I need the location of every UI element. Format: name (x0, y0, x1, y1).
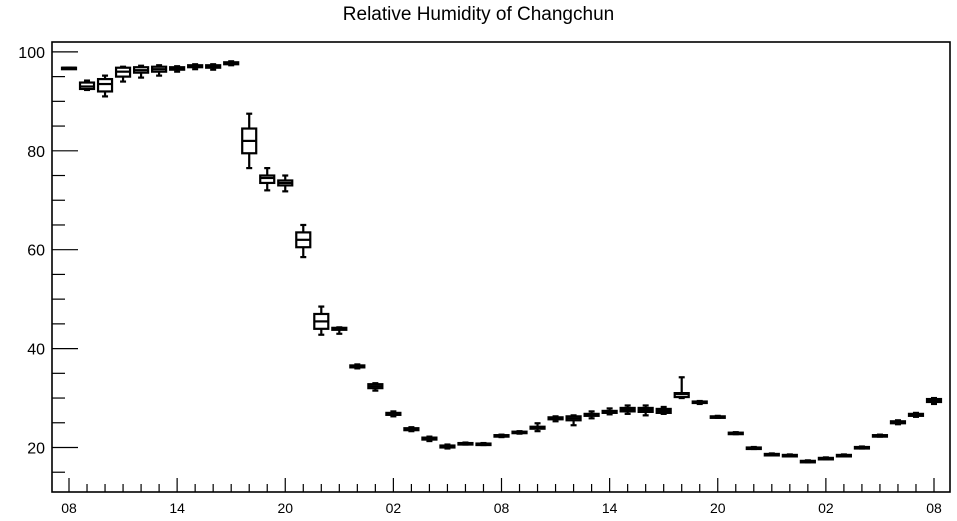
box-item (475, 441, 492, 447)
box-item (655, 405, 672, 415)
x-tick-label: 02 (818, 500, 834, 516)
iqr-box (259, 174, 276, 185)
box-item (114, 65, 132, 83)
box-item (205, 63, 222, 71)
box-item (835, 453, 852, 458)
iqr-box (96, 77, 114, 93)
x-tick-label: 14 (602, 500, 618, 516)
box-item (439, 443, 456, 450)
box-item (583, 410, 600, 420)
y-tick-label: 60 (27, 243, 45, 260)
box-item (367, 382, 384, 392)
box-item (781, 453, 798, 458)
box-item (385, 410, 402, 418)
y-tick-label: 80 (27, 144, 45, 161)
box-item (223, 60, 240, 67)
y-tick-label: 40 (27, 342, 45, 359)
box-item (547, 415, 564, 423)
box-series (60, 60, 943, 464)
box-item (151, 64, 168, 77)
x-tick-label: 20 (277, 500, 293, 516)
box-item (727, 431, 744, 436)
y-tick-label: 100 (18, 45, 45, 62)
y-tick-label: 20 (27, 440, 45, 457)
box-item (78, 79, 96, 92)
box-item (349, 363, 366, 370)
box-item (169, 65, 186, 73)
box-item (763, 452, 780, 457)
box-item (96, 74, 114, 98)
box-item (295, 223, 312, 259)
y-axis: 20 40 60 80 100 (18, 45, 78, 473)
box-item (187, 63, 204, 71)
box-item (799, 459, 816, 464)
box-item (403, 426, 420, 433)
box-item (889, 419, 907, 426)
x-tick-label: 08 (494, 500, 510, 516)
box-item (565, 414, 582, 427)
box-item (619, 404, 636, 415)
box-item (259, 166, 276, 192)
x-tick-label: 20 (710, 500, 726, 516)
x-axis: 08 14 20 02 08 14 20 02 08 (61, 478, 942, 516)
box-item (817, 456, 834, 461)
box-item (745, 445, 762, 451)
box-item (871, 433, 889, 438)
box-item (925, 396, 943, 406)
box-item (907, 411, 925, 418)
plot-frame (51, 41, 951, 493)
box-item (691, 399, 708, 406)
box-item (853, 445, 871, 450)
box-item (457, 441, 474, 446)
x-tick-label: 14 (169, 500, 185, 516)
box-item (709, 414, 726, 419)
box-item (529, 422, 546, 433)
box-item (601, 407, 618, 416)
x-tick-label: 08 (926, 500, 942, 516)
box-item (313, 305, 330, 336)
box-item (60, 66, 78, 71)
box-item (277, 174, 294, 193)
box-item (132, 64, 150, 79)
box-item (673, 376, 690, 400)
x-tick-label: 08 (61, 500, 77, 516)
box-item (637, 404, 654, 417)
box-item (421, 435, 438, 443)
box-item (241, 112, 258, 170)
x-tick-label: 02 (386, 500, 402, 516)
chart-title: Relative Humidity of Changchun (342, 4, 615, 25)
box-item (493, 433, 510, 439)
box-item (331, 326, 348, 335)
box-item (511, 430, 528, 435)
